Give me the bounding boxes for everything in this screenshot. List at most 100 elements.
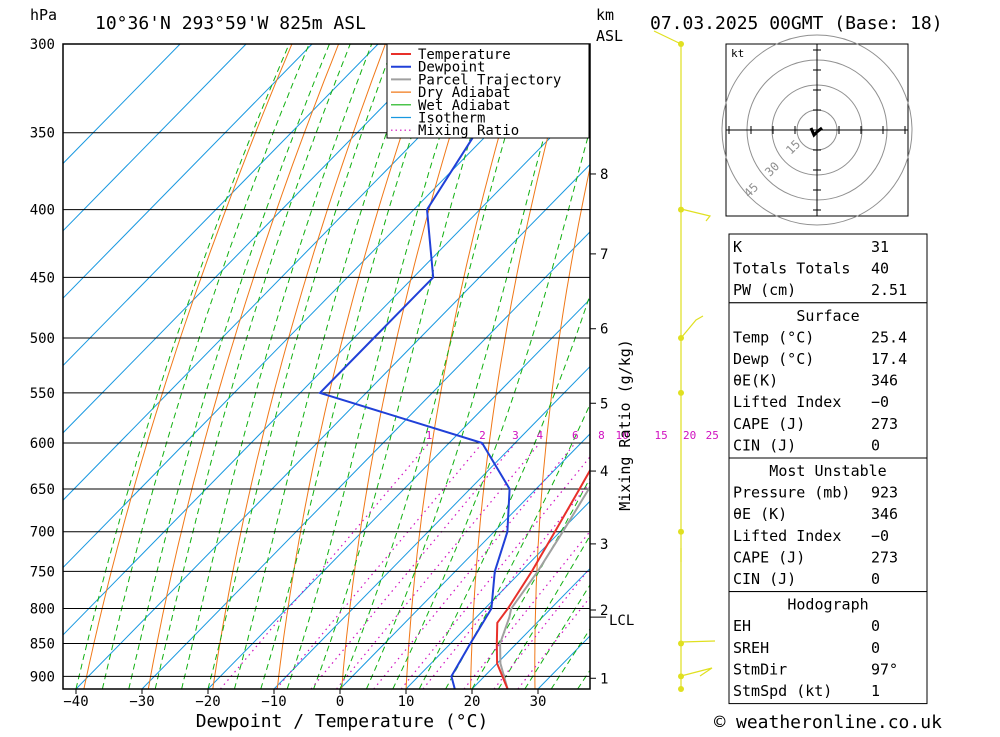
indices-row-label: Pressure (mb) — [733, 484, 850, 502]
legend-entry: Dewpoint — [418, 60, 485, 76]
indices-row-label: EH — [733, 617, 751, 635]
legend-box — [386, 43, 590, 139]
wet-adiabat-line — [286, 44, 471, 689]
hodograph-ring — [721, 34, 913, 226]
mixing-ratio-labels: 1 2 3 4 6 8 10 15 20 25 — [426, 429, 719, 442]
isotherm-line — [63, 44, 313, 299]
km-axis: 8 7 6 5 4 3 2 1 LCL — [590, 167, 634, 687]
dry-adiabat-line — [405, 44, 527, 689]
pressure-tick-label: 750 — [30, 564, 55, 580]
temperature-tick-label: −40 — [63, 694, 88, 710]
temperature-tick-label: 10 — [398, 694, 415, 710]
km-tick-label: 4 — [600, 464, 608, 480]
wet-adiabat-line — [392, 127, 590, 689]
mixing-ratio-line — [400, 455, 590, 689]
wet-adiabat-line — [207, 44, 395, 689]
isotherm-line — [75, 163, 590, 689]
legend-entry: Temperature — [418, 47, 511, 63]
mixing-ratio-label: 4 — [536, 429, 543, 442]
wet-adiabat-line — [497, 534, 590, 689]
indices-row-value: 346 — [871, 505, 898, 523]
legend-entry: Wet Adiabat — [418, 98, 511, 114]
wet-adiabat-line — [181, 44, 373, 689]
mixing-ratio-line — [422, 481, 590, 689]
km-tick-label: 6 — [600, 322, 608, 338]
indices-row-label: K — [733, 238, 742, 256]
dry-adiabat-line — [658, 44, 713, 689]
isotherm-line — [471, 567, 590, 689]
isotherm-line — [63, 44, 445, 434]
indices-row-value: 0 — [871, 639, 880, 657]
indices-row-label: CIN (J) — [733, 570, 796, 588]
km-tick-label: 5 — [600, 396, 608, 412]
wind-level-dot — [678, 673, 684, 680]
temperature-tick-label: 0 — [336, 694, 344, 710]
isotherm-line — [63, 96, 590, 636]
indices-row-value: 31 — [871, 238, 889, 256]
dry-adiabat-line — [988, 44, 1000, 689]
isotherm-line — [63, 44, 511, 501]
km-tick-label: 8 — [600, 167, 608, 183]
indices-row-value: 0 — [871, 570, 880, 588]
indices-row-value: 2.51 — [871, 281, 907, 299]
datetime-title: 07.03.2025 00GMT (Base: 18) — [650, 13, 943, 34]
mixing-ratio-label: 10 — [616, 429, 629, 442]
wet-adiabat-line — [524, 583, 590, 689]
plot-frame — [62, 43, 591, 690]
isotherm-line — [63, 44, 247, 232]
location-title: 10°36'N 293°59'W 825m ASL — [95, 13, 366, 34]
site-credit: weatheronline.co.uk — [736, 712, 942, 733]
mixing-ratio-label: 1 — [426, 429, 433, 442]
km-unit-label: km — [596, 6, 614, 24]
wet-adiabat-line — [101, 44, 310, 689]
indices-section — [728, 591, 928, 705]
wind-level-dot — [678, 389, 684, 396]
hodograph-trace — [809, 126, 823, 138]
wind-barb — [680, 315, 704, 339]
indices-row-value: 17.4 — [871, 350, 907, 368]
indices-row-label: Temp (°C) — [733, 328, 814, 346]
wet-adiabat-line — [233, 44, 419, 689]
legend-entry: Dry Adiabat — [418, 85, 511, 101]
pressure-tick-label: 650 — [30, 482, 55, 498]
pressure-tick-label: 300 — [30, 37, 55, 53]
pressure-tick-label: 700 — [30, 525, 55, 541]
wet-adiabat-line — [313, 44, 501, 689]
wind-profile — [653, 30, 716, 692]
indices-row-value: 25.4 — [871, 328, 907, 346]
mixing-ratio-label: 20 — [683, 429, 696, 442]
indices-row-label: CAPE (J) — [733, 415, 805, 433]
indices-section-title: Hodograph — [787, 596, 868, 614]
isotherm-line — [141, 231, 590, 689]
indices-row-label: θE (K) — [733, 505, 787, 523]
x-axis-title: Dewpoint / Temperature (°C) — [196, 711, 489, 732]
wet-adiabat-line — [445, 403, 590, 689]
dry-adiabat-line — [212, 44, 386, 689]
wet-adiabat-line — [418, 293, 590, 689]
pressure-tick-label: 850 — [30, 636, 55, 652]
mixing-ratio-label: 2 — [479, 429, 486, 442]
mixing-ratio-label: 6 — [572, 429, 579, 442]
pressure-tick-label: 600 — [30, 436, 55, 452]
mixing-ratio-line — [219, 442, 430, 689]
dry-adiabat-line — [147, 44, 340, 689]
temperature-tick-label: −30 — [129, 694, 154, 710]
wet-adiabat-line — [260, 44, 444, 689]
wind-level-dot — [678, 686, 684, 692]
isotherm-line — [339, 433, 590, 689]
indices-row-value: −0 — [871, 393, 889, 411]
mixing-ratio-label: 3 — [512, 429, 519, 442]
dry-adiabat-line — [83, 44, 293, 689]
indices-section — [728, 233, 928, 304]
mixing-ratio-label: 8 — [598, 429, 605, 442]
wet-adiabat-line — [75, 44, 290, 689]
indices-row-label: SREH — [733, 639, 769, 657]
wind-barb — [680, 640, 716, 643]
dry-adiabat-line — [936, 44, 986, 689]
temperature-tick-label: −20 — [195, 694, 220, 710]
indices-section — [728, 302, 928, 459]
indices-row-label: CIN (J) — [733, 436, 796, 454]
